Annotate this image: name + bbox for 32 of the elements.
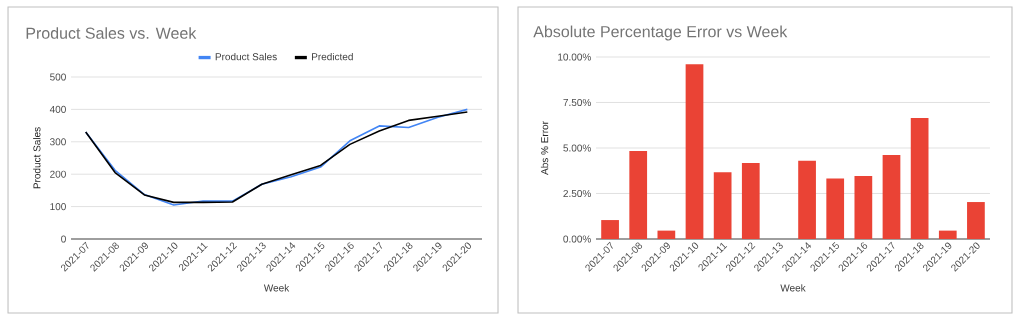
chart-title: Absolute Percentage Error vs Week: [533, 25, 788, 41]
bar: [967, 202, 985, 239]
y-tick-label: 300: [50, 138, 66, 146]
bar: [826, 178, 845, 239]
chart-title: Product Sales vs. Week: [26, 27, 197, 39]
bar: [938, 230, 957, 239]
x-axis-title: Week: [263, 284, 290, 292]
y-tick-label: 7.50%: [563, 98, 591, 107]
y-tick-label: 500: [50, 73, 66, 81]
bar: [854, 176, 873, 239]
legend-label: Predicted: [312, 52, 353, 61]
y-tick-label: 200: [50, 170, 66, 178]
y-axis-title: Abs % Error: [540, 121, 549, 175]
bar: [741, 163, 760, 239]
y-tick-label: 2.50%: [563, 189, 591, 198]
y-tick-label: 100: [50, 203, 66, 211]
y-axis-title: Product Sales: [33, 127, 41, 189]
bar: [657, 230, 676, 239]
bar: [798, 160, 816, 239]
bar: [685, 64, 704, 239]
bar: [882, 155, 901, 239]
y-tick-label: 5.00%: [563, 144, 591, 152]
x-axis-title: Week: [780, 284, 806, 292]
bar: [713, 172, 732, 239]
bar: [601, 220, 619, 239]
bar: [910, 117, 929, 239]
y-tick-label: 0: [61, 235, 66, 243]
y-tick-label: 10.00%: [558, 53, 591, 61]
legend-label: Product Sales: [215, 52, 277, 61]
y-tick-label: 0.00%: [563, 235, 591, 243]
y-tick-label: 400: [49, 105, 66, 113]
bar: [629, 151, 648, 239]
